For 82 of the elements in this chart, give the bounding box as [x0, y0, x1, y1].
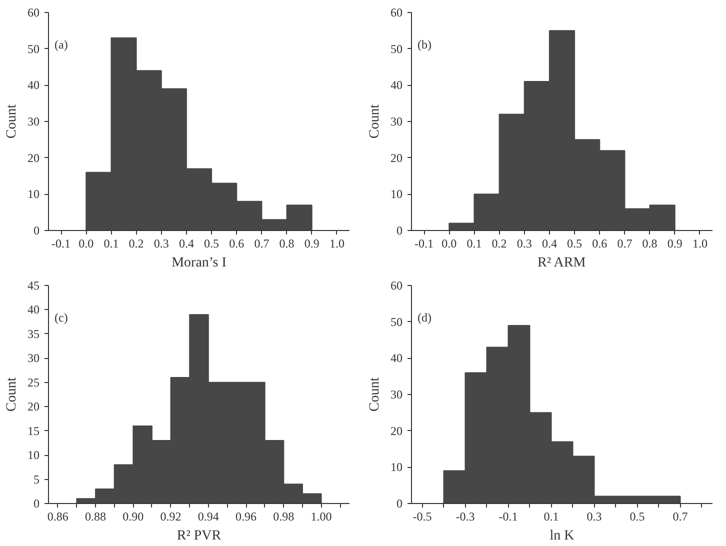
- y-tick-label: 20: [390, 150, 402, 165]
- x-tick-label: 0.86: [47, 510, 68, 524]
- x-tick-label: 0.94: [198, 510, 219, 524]
- y-tick-label: 40: [390, 351, 402, 366]
- x-tick-label: 0.92: [160, 510, 182, 524]
- y-tick-label: 0: [396, 224, 402, 238]
- y-tick-label: 30: [28, 114, 40, 128]
- x-axis-title: R² ARM: [538, 256, 586, 270]
- y-tick-label: 50: [28, 42, 40, 56]
- x-tick-label: -0.1: [498, 510, 518, 524]
- y-axis-title: Count: [4, 377, 20, 412]
- y-tick-label: 60: [390, 278, 402, 292]
- y-tick-label: 40: [28, 302, 40, 317]
- y-tick-label: 60: [28, 6, 40, 20]
- y-tick-label: 60: [390, 6, 402, 20]
- x-tick-label: 0.90: [122, 510, 144, 524]
- y-tick-label: 10: [28, 187, 40, 202]
- x-tick-label: 0.0: [78, 236, 94, 250]
- y-tick-label: 10: [390, 187, 402, 202]
- y-tick-label: 20: [390, 424, 402, 438]
- x-tick-label: 0.0: [442, 236, 457, 250]
- y-tick-label: 15: [28, 424, 40, 438]
- y-tick-label: 50: [390, 314, 402, 329]
- x-tick-label: 0.2: [128, 236, 144, 250]
- annotation: (d): [418, 310, 432, 324]
- x-tick-label: 0.8: [279, 236, 294, 250]
- x-tick-label: 0.5: [630, 510, 645, 524]
- x-tick-label: 0.5: [204, 236, 220, 250]
- x-tick-label: 0.4: [542, 236, 557, 250]
- x-tick-label: 0.7: [617, 236, 632, 250]
- x-tick-label: 0.4: [178, 236, 194, 250]
- x-tick-label: 0.6: [229, 236, 244, 250]
- annotation: (a): [54, 38, 68, 52]
- x-tick-label: 0.88: [85, 510, 106, 524]
- y-tick-label: 10: [390, 460, 402, 474]
- x-tick-label: -0.3: [456, 510, 475, 524]
- x-tick-label: 0.9: [667, 236, 682, 250]
- x-tick-label: 0.2: [492, 236, 507, 250]
- x-tick-label: -0.5: [412, 510, 432, 524]
- y-tick-label: 5: [34, 472, 40, 486]
- x-tick-label: 0.5: [567, 236, 582, 250]
- x-tick-label: 0.98: [273, 510, 294, 524]
- x-tick-label: -0.1: [52, 236, 71, 250]
- x-tick-label: 0.8: [642, 236, 658, 250]
- y-tick-label: 20: [28, 400, 40, 414]
- y-axis-title: Count: [4, 104, 20, 139]
- x-tick-label: 0.7: [672, 510, 688, 524]
- x-tick-label: 1.0: [692, 236, 708, 250]
- y-tick-label: 45: [28, 278, 40, 292]
- x-tick-label: 0.1: [466, 236, 482, 250]
- y-tick-label: 30: [390, 114, 402, 128]
- y-tick-label: 30: [28, 351, 40, 366]
- y-tick-label: 0: [34, 496, 40, 510]
- y-axis-title: Count: [368, 377, 382, 412]
- x-tick-label: 0.96: [236, 510, 257, 524]
- y-tick-label: 0: [34, 224, 40, 238]
- x-tick-label: -0.1: [414, 236, 434, 250]
- annotation: (c): [54, 310, 68, 324]
- y-tick-label: 40: [390, 78, 402, 92]
- x-axis-title: Moran’s I: [172, 256, 227, 270]
- y-tick-label: 35: [28, 326, 40, 341]
- y-tick-label: 0: [396, 496, 402, 510]
- x-tick-label: 0.9: [304, 236, 320, 250]
- y-tick-label: 30: [390, 388, 402, 402]
- annotation: (b): [418, 38, 432, 52]
- y-tick-label: 20: [28, 150, 40, 165]
- x-tick-label: 0.6: [592, 236, 608, 250]
- x-axis-title: R² PVR: [176, 528, 222, 544]
- y-tick-label: 25: [28, 375, 40, 390]
- y-tick-label: 10: [28, 448, 40, 462]
- y-tick-label: 50: [390, 42, 402, 56]
- x-axis-title: ln K: [550, 528, 574, 544]
- x-tick-label: 0.3: [586, 510, 602, 524]
- x-tick-label: 0.1: [544, 510, 559, 524]
- x-tick-label: 0.1: [104, 236, 119, 250]
- x-tick-label: 0.7: [254, 236, 270, 250]
- x-tick-label: 1.0: [329, 236, 344, 250]
- x-tick-label: 0.3: [516, 236, 532, 250]
- x-tick-label: 0.3: [154, 236, 169, 250]
- y-axis-title: Count: [368, 104, 382, 139]
- x-tick-label: 1.00: [310, 510, 332, 524]
- y-tick-label: 40: [28, 78, 40, 92]
